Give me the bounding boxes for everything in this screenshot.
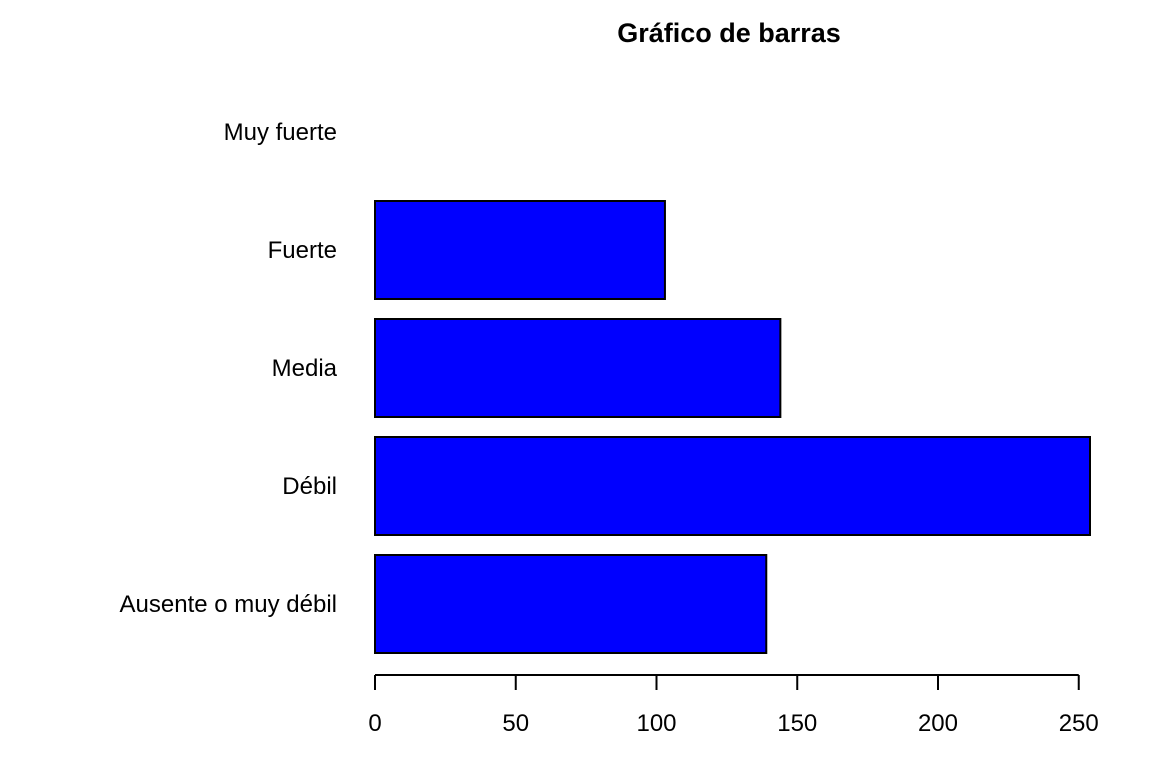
category-labels: Ausente o muy débil Débil Media Fuerte Muy f… <box>120 119 338 618</box>
category-label-0: Ausente o muy débil <box>120 591 337 618</box>
x-tick-label-2: 100 <box>636 710 676 737</box>
bar-2 <box>374 318 782 418</box>
x-axis: 0 50 100 150 200 250 <box>368 674 1099 737</box>
category-label-3: Fuerte <box>268 237 337 264</box>
x-tick-label-1: 50 <box>502 710 529 737</box>
chart-title: Gráfico de barras <box>617 18 841 48</box>
x-tick-label-4: 200 <box>918 710 958 737</box>
bar-0 <box>374 554 768 654</box>
x-tick-label-0: 0 <box>368 710 381 737</box>
bar-1 <box>374 436 1091 536</box>
bar-3 <box>374 200 666 300</box>
category-label-1: Débil <box>282 473 337 500</box>
bars-group <box>374 200 1091 654</box>
x-tick-label-3: 150 <box>777 710 817 737</box>
category-label-4: Muy fuerte <box>224 119 337 146</box>
category-label-2: Media <box>272 355 338 382</box>
x-tick-label-5: 250 <box>1059 710 1099 737</box>
